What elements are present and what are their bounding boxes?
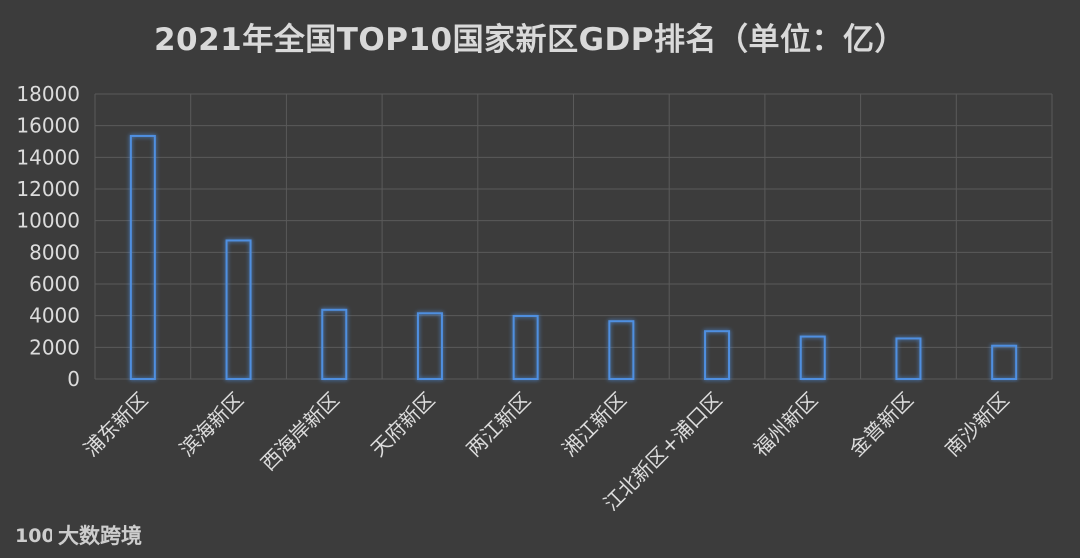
y-tick-label: 8000 xyxy=(29,240,80,264)
y-tick-label: 14000 xyxy=(16,145,80,169)
bar xyxy=(321,308,348,380)
x-tick-label: 天府新区 xyxy=(366,388,440,462)
y-tick-label: 2000 xyxy=(29,335,80,359)
chart-title: 2021年全国TOP10国家新区GDP排名（单位：亿） xyxy=(153,22,907,58)
watermark-logo-text: 100 xyxy=(15,525,52,547)
y-tick-label: 12000 xyxy=(16,177,80,201)
grid xyxy=(94,93,1053,380)
x-tick-label: 金普新区 xyxy=(844,388,918,462)
bar xyxy=(512,314,539,381)
x-tick-label: 西海岸新区 xyxy=(256,388,344,476)
y-tick-label: 4000 xyxy=(29,304,80,328)
bar xyxy=(799,335,826,381)
x-tick-label: 南沙新区 xyxy=(940,388,1014,462)
y-tick-label: 16000 xyxy=(16,114,80,138)
bar xyxy=(225,239,252,380)
watermark-logo-icon: 100 xyxy=(15,525,52,547)
x-tick-label: 湘江新区 xyxy=(557,388,631,462)
bars xyxy=(129,134,1018,381)
y-tick-label: 6000 xyxy=(29,272,80,296)
bar xyxy=(704,330,731,380)
x-tick-label: 福州新区 xyxy=(749,388,823,462)
bar xyxy=(129,134,156,380)
watermark-text: 大数跨境 xyxy=(58,524,142,548)
x-tick-label: 浦东新区 xyxy=(79,388,153,462)
y-tick-label: 18000 xyxy=(16,82,80,106)
bar xyxy=(895,337,922,381)
bar xyxy=(416,312,443,380)
y-axis: 0 2000 4000 6000 8000 10000 12000 14000 16000 180… xyxy=(16,82,80,391)
x-tick-label: 两江新区 xyxy=(462,388,536,462)
y-tick-label: 10000 xyxy=(16,209,80,233)
watermark: 100 大数跨境 xyxy=(14,520,142,550)
bar xyxy=(991,344,1018,380)
x-tick-label: 滨海新区 xyxy=(175,388,249,462)
bar xyxy=(608,320,635,381)
y-tick-label: 0 xyxy=(67,367,80,391)
